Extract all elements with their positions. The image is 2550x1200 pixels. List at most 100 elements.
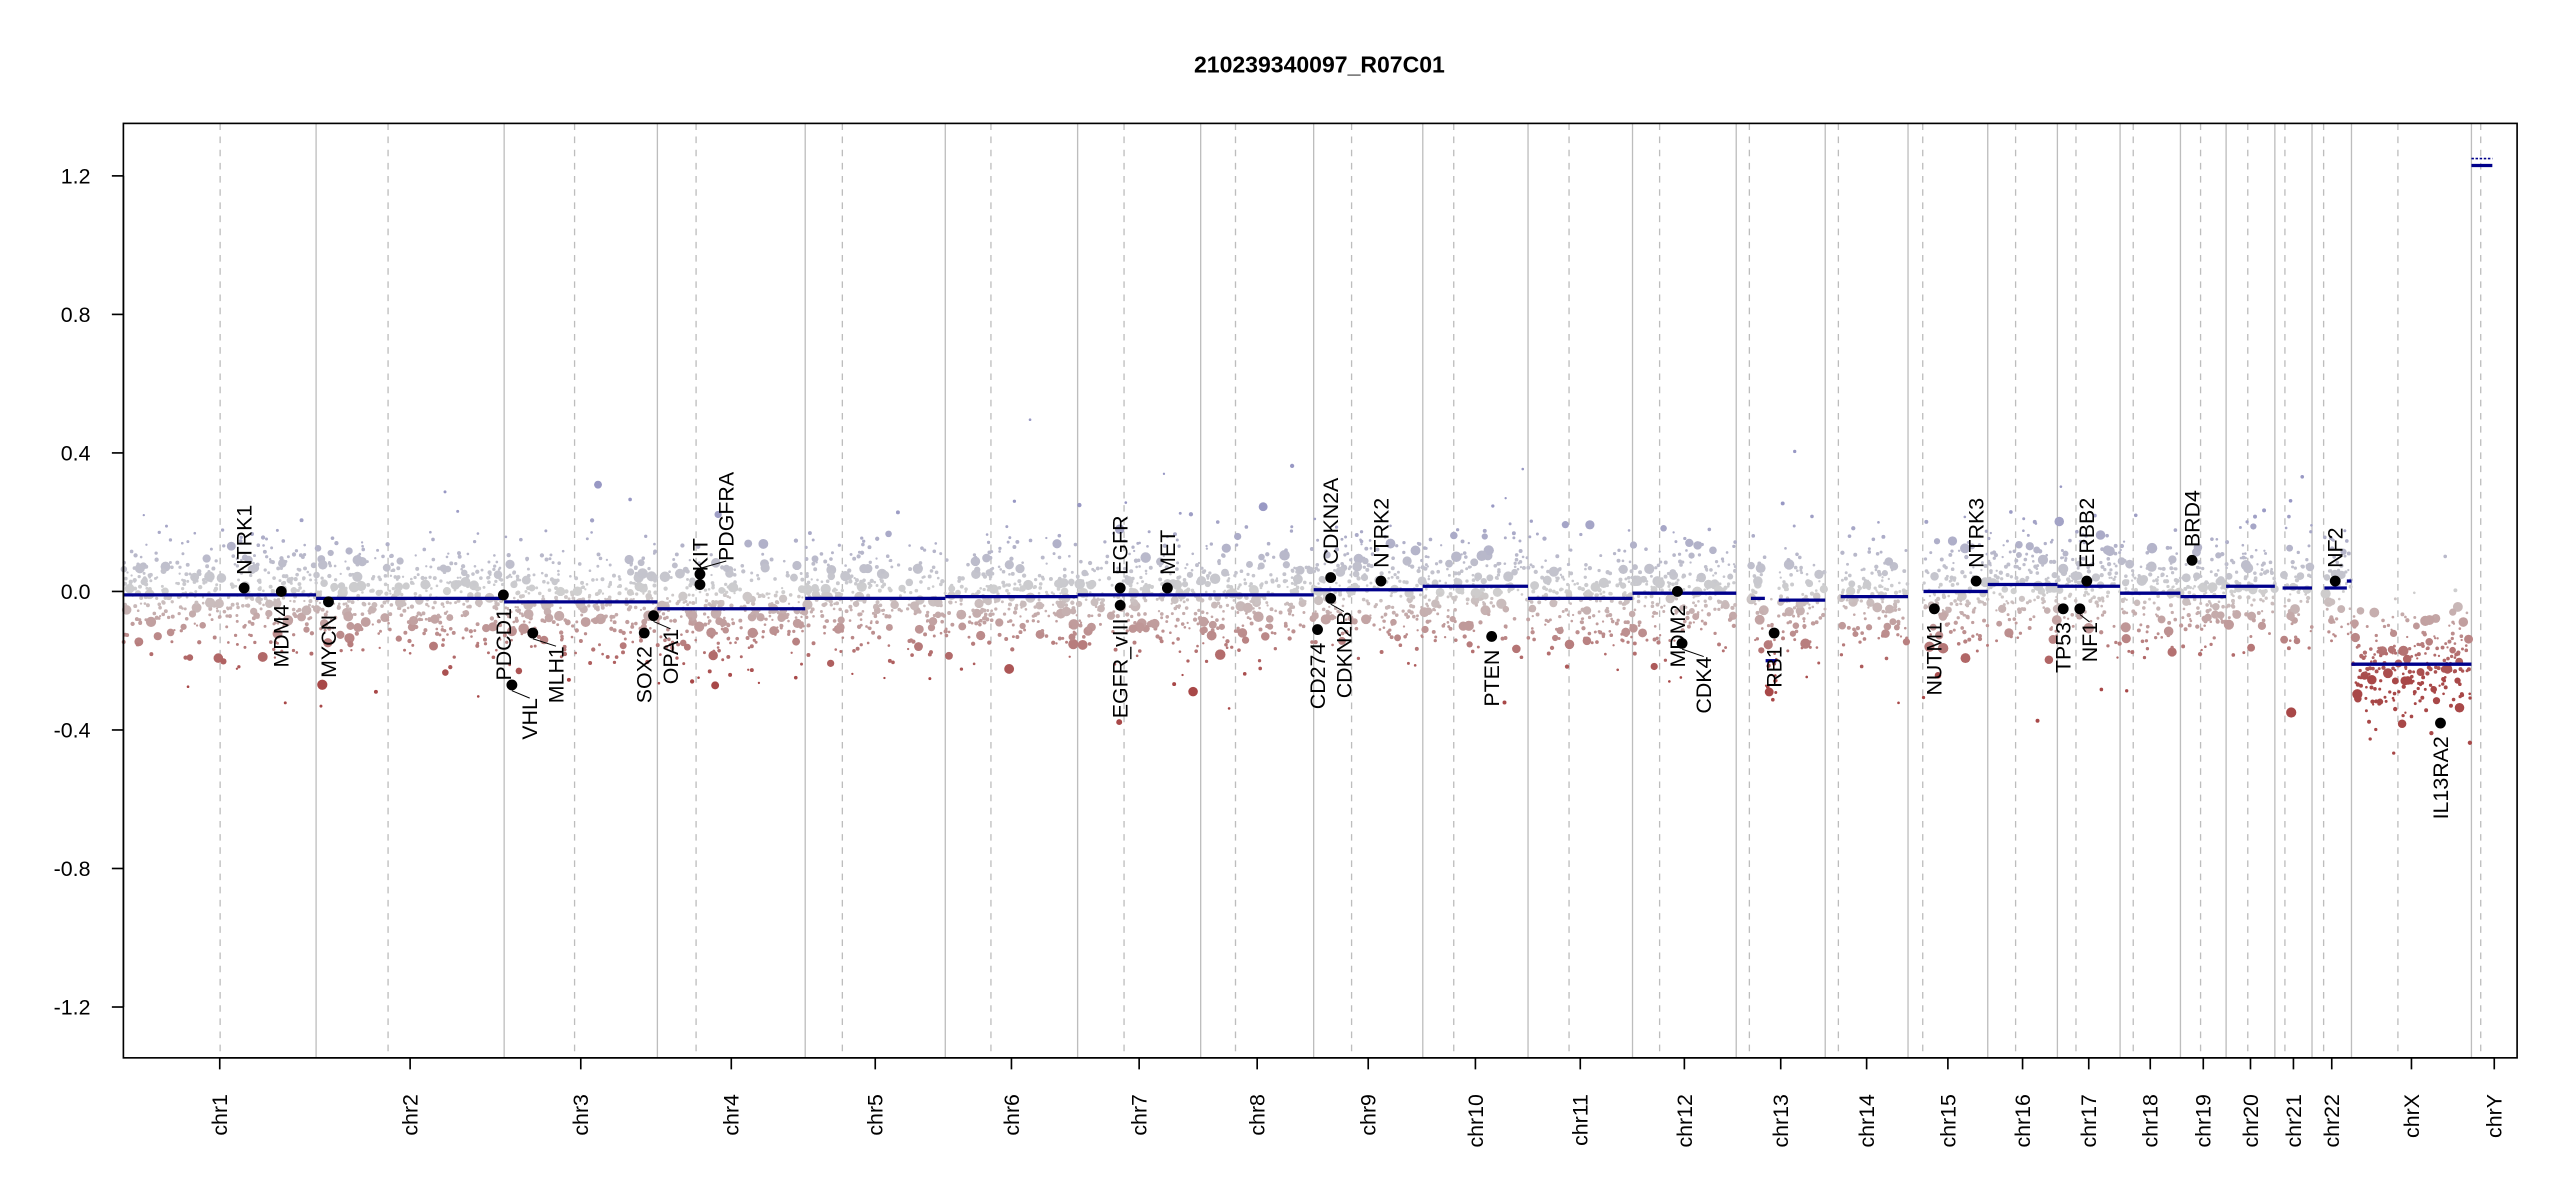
probe-point	[226, 607, 230, 611]
probe-point	[788, 593, 793, 597]
probe-point	[1069, 582, 1074, 587]
probe-point	[948, 585, 956, 593]
probe-point	[598, 556, 603, 561]
probe-point	[158, 614, 162, 618]
probe-point	[1365, 599, 1369, 603]
probe-point	[630, 624, 635, 629]
probe-point	[601, 652, 604, 656]
probe-point	[814, 594, 817, 598]
probe-point	[1535, 532, 1539, 536]
probe-point	[1476, 645, 1480, 649]
probe-point	[755, 631, 759, 635]
probe-point	[1704, 567, 1709, 571]
probe-point	[2296, 550, 2300, 555]
probe-point	[430, 614, 440, 624]
probe-point	[2209, 602, 2212, 605]
probe-point	[360, 612, 365, 616]
probe-point	[1290, 576, 1294, 579]
probe-point	[414, 554, 417, 557]
probe-point	[760, 563, 770, 573]
probe-point	[1384, 605, 1389, 610]
probe-point	[2406, 635, 2409, 639]
probe-point	[2098, 598, 2102, 602]
probe-point	[1730, 605, 1735, 610]
probe-point	[425, 589, 428, 593]
probe-point	[1366, 601, 1371, 606]
probe-point	[440, 627, 445, 632]
probe-point	[2443, 676, 2447, 679]
probe-point	[1269, 573, 1273, 577]
probe-point	[750, 571, 754, 575]
probe-point	[1333, 568, 1337, 572]
probe-point	[403, 630, 408, 635]
probe-point	[2452, 622, 2456, 625]
probe-point	[319, 704, 323, 708]
probe-point	[652, 629, 657, 633]
probe-point	[1225, 646, 1229, 650]
probe-point	[1872, 602, 1883, 613]
probe-point	[1984, 529, 1989, 533]
probe-point	[269, 559, 274, 564]
probe-point	[2453, 588, 2458, 593]
probe-point	[1314, 610, 1317, 613]
probe-point	[2007, 617, 2012, 622]
probe-point	[631, 640, 635, 644]
probe-point	[323, 638, 333, 648]
probe-point	[666, 627, 670, 632]
probe-point	[1682, 623, 1685, 627]
probe-point	[446, 581, 449, 584]
probe-point	[1237, 648, 1241, 652]
probe-point	[272, 647, 276, 651]
probe-point	[2197, 585, 2201, 589]
probe-point	[914, 624, 924, 634]
probe-point	[848, 579, 853, 584]
probe-point	[982, 553, 991, 563]
probe-point	[1218, 623, 1225, 630]
probe-point	[2182, 607, 2186, 611]
x-tick-label: chr18	[2139, 1094, 2163, 1147]
probe-point	[1757, 561, 1762, 566]
probe-point	[2217, 576, 2225, 584]
probe-point	[1420, 634, 1424, 638]
probe-point	[1327, 620, 1330, 624]
probe-point	[1263, 559, 1267, 563]
probe-point	[1065, 603, 1069, 607]
probe-point	[472, 539, 477, 544]
probe-point	[1010, 571, 1015, 576]
probe-point	[1998, 570, 2003, 575]
probe-point	[1808, 645, 1812, 649]
probe-point	[2271, 588, 2275, 592]
gene-marker	[2057, 603, 2069, 615]
probe-point	[527, 591, 531, 595]
probe-point	[2203, 624, 2206, 627]
probe-point	[1726, 582, 1731, 586]
probe-point	[2340, 625, 2343, 629]
probe-point	[467, 604, 472, 609]
probe-point	[1688, 572, 1692, 576]
probe-point	[2170, 610, 2174, 615]
probe-point	[1945, 606, 1949, 611]
probe-point	[1181, 673, 1184, 677]
probe-point	[2055, 634, 2059, 638]
probe-point	[898, 594, 902, 598]
probe-point	[838, 607, 842, 612]
probe-point	[905, 607, 910, 611]
probe-point	[220, 528, 225, 532]
probe-point	[415, 566, 420, 571]
probe-point	[344, 602, 348, 605]
chart-title: 210239340097_R07C01	[1194, 51, 1445, 77]
probe-point	[852, 649, 856, 653]
probe-point	[726, 595, 730, 599]
probe-point	[249, 573, 253, 578]
probe-point	[1404, 580, 1409, 585]
probe-point	[2136, 628, 2141, 633]
probe-point	[1087, 642, 1092, 646]
probe-point	[475, 622, 480, 627]
probe-point	[1898, 581, 1901, 585]
probe-point	[1605, 614, 1609, 618]
probe-point	[2145, 550, 2150, 555]
probe-point	[2344, 570, 2348, 574]
probe-point	[2247, 611, 2257, 621]
probe-point	[1018, 583, 1022, 586]
probe-point	[2061, 568, 2065, 573]
